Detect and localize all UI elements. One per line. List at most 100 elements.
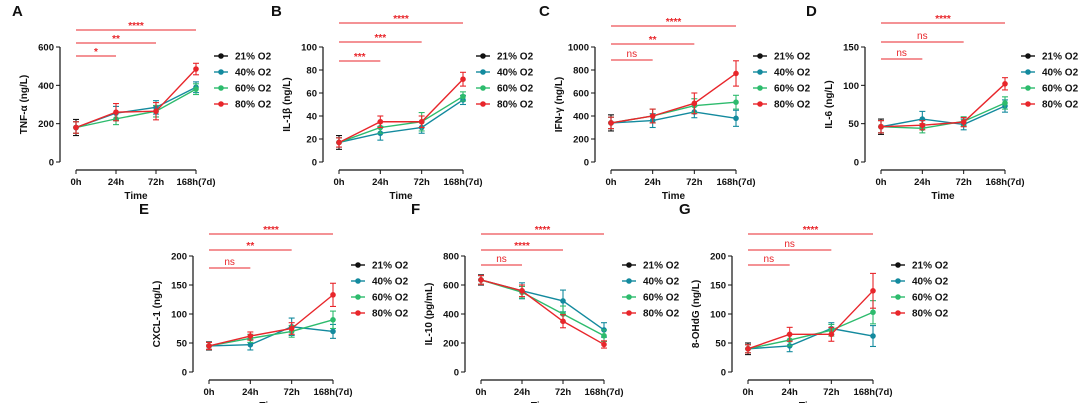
data-point [733, 99, 739, 105]
legend-label: 40% O2 [1042, 68, 1079, 79]
significance-label: * [94, 47, 98, 58]
series-line-2 [480, 279, 605, 331]
y-tick-label: 20 [306, 135, 317, 146]
y-tick-label: 100 [710, 310, 726, 321]
data-point [519, 288, 525, 294]
x-tick-label: 0h [742, 387, 753, 398]
series-line-4 [208, 294, 334, 347]
x-tick-label: 0h [475, 387, 486, 398]
data-point [786, 331, 793, 338]
legend-label: 80% O2 [912, 309, 949, 320]
x-tick-label: 0h [203, 387, 214, 398]
x-tick-label: 0h [70, 177, 81, 188]
x-axis-title: Time [931, 191, 955, 202]
legend-label: 21% O2 [372, 261, 409, 272]
legend-marker [626, 278, 632, 284]
series-line-2 [338, 99, 464, 144]
data-point [330, 292, 336, 298]
x-tick-label: 24h [914, 177, 931, 188]
y-tick-label: 100 [843, 81, 859, 92]
series-line-4 [480, 279, 605, 346]
x-tick-label: 168h(7d) [443, 177, 482, 188]
data-point [601, 341, 607, 348]
data-point [73, 124, 79, 131]
data-point [377, 118, 384, 125]
data-point [878, 123, 884, 130]
series-line-2 [880, 105, 1006, 128]
data-point [733, 70, 739, 77]
data-point [919, 122, 926, 128]
legend-label: 40% O2 [774, 68, 811, 79]
x-tick-label: 72h [686, 177, 703, 188]
series-line-2 [747, 327, 874, 350]
legend-label: 40% O2 [643, 277, 680, 288]
legend-label: 80% O2 [372, 309, 409, 320]
y-axis-title: IL-10 (pg/mL) [424, 283, 435, 346]
x-axis-title: Time [799, 401, 823, 403]
significance-label: ns [496, 254, 507, 265]
series-line-3 [338, 95, 464, 144]
y-tick-label: 0 [312, 158, 317, 169]
data-point [288, 325, 295, 332]
y-tick-label: 100 [171, 310, 187, 321]
data-point [247, 341, 254, 348]
legend-label: 60% O2 [1042, 84, 1079, 95]
significance-label: ns [896, 48, 907, 59]
data-point [870, 333, 876, 339]
series-line-4 [75, 68, 197, 129]
significance-label: **** [666, 17, 682, 28]
legend-marker [218, 69, 224, 75]
y-axis-title: TNF-α (ng/L) [19, 75, 30, 134]
y-tick-label: 400 [38, 81, 54, 92]
chart-panel-f: F 0 200 400 600 800 0h 24h 72h 168h(7d) Time IL-10 … [411, 201, 680, 403]
legend-marker [218, 53, 224, 59]
y-tick-label: 100 [301, 43, 317, 54]
panel-label: B [271, 3, 282, 20]
panel-label: G [679, 201, 691, 218]
significance-label: ** [112, 34, 120, 45]
y-tick-label: 800 [443, 252, 459, 263]
legend-label: 40% O2 [235, 68, 272, 79]
legend-marker [1025, 101, 1031, 107]
y-tick-label: 600 [443, 281, 459, 292]
chart-panel-b: B 0 20 40 60 80 100 0h 24h 72h 168h(7d) Time IL-1β (… [271, 3, 534, 202]
series-line-2 [610, 111, 737, 124]
chart-panel-e: E 0 50 100 150 200 0h 24h 72h 168h(7d) Time CXCL-1 … [139, 201, 409, 403]
significance-label: ** [246, 241, 254, 252]
legend-marker [355, 278, 361, 284]
y-tick-label: 60 [306, 89, 317, 100]
data-point [960, 119, 967, 125]
data-point [691, 100, 698, 107]
x-tick-label: 168h(7d) [985, 177, 1024, 188]
significance-label: **** [935, 14, 951, 25]
x-tick-label: 24h [514, 387, 531, 398]
x-tick-label: 168h(7d) [716, 177, 755, 188]
x-axis-title: Time [389, 191, 413, 202]
legend-marker [1025, 53, 1031, 59]
x-tick-label: 72h [823, 387, 840, 398]
data-point [336, 139, 342, 146]
data-point [193, 86, 199, 92]
significance-label: *** [374, 33, 386, 44]
legend-label: 80% O2 [1042, 100, 1079, 111]
legend-marker [480, 101, 486, 107]
data-point [193, 66, 199, 72]
y-tick-label: 150 [171, 281, 187, 292]
x-tick-label: 72h [555, 387, 572, 398]
chart-panel-a: A 0 200 400 600 0h 24h 72h 168h(7d) Time TNF-α (ng… [12, 3, 272, 202]
x-tick-label: 168h(7d) [584, 387, 623, 398]
x-tick-label: 0h [875, 177, 886, 188]
legend-label: 40% O2 [497, 68, 534, 79]
panel-label: F [411, 201, 420, 218]
significance-label: **** [393, 14, 409, 25]
legend-label: 21% O2 [1042, 52, 1079, 63]
legend-label: 80% O2 [497, 100, 534, 111]
data-point [1002, 81, 1008, 87]
legend-label: 80% O2 [643, 309, 680, 320]
y-tick-label: 0 [854, 158, 859, 169]
data-point [460, 93, 466, 100]
y-tick-label: 80 [306, 66, 317, 77]
series-line-3 [480, 279, 605, 337]
x-tick-label: 72h [148, 177, 165, 188]
